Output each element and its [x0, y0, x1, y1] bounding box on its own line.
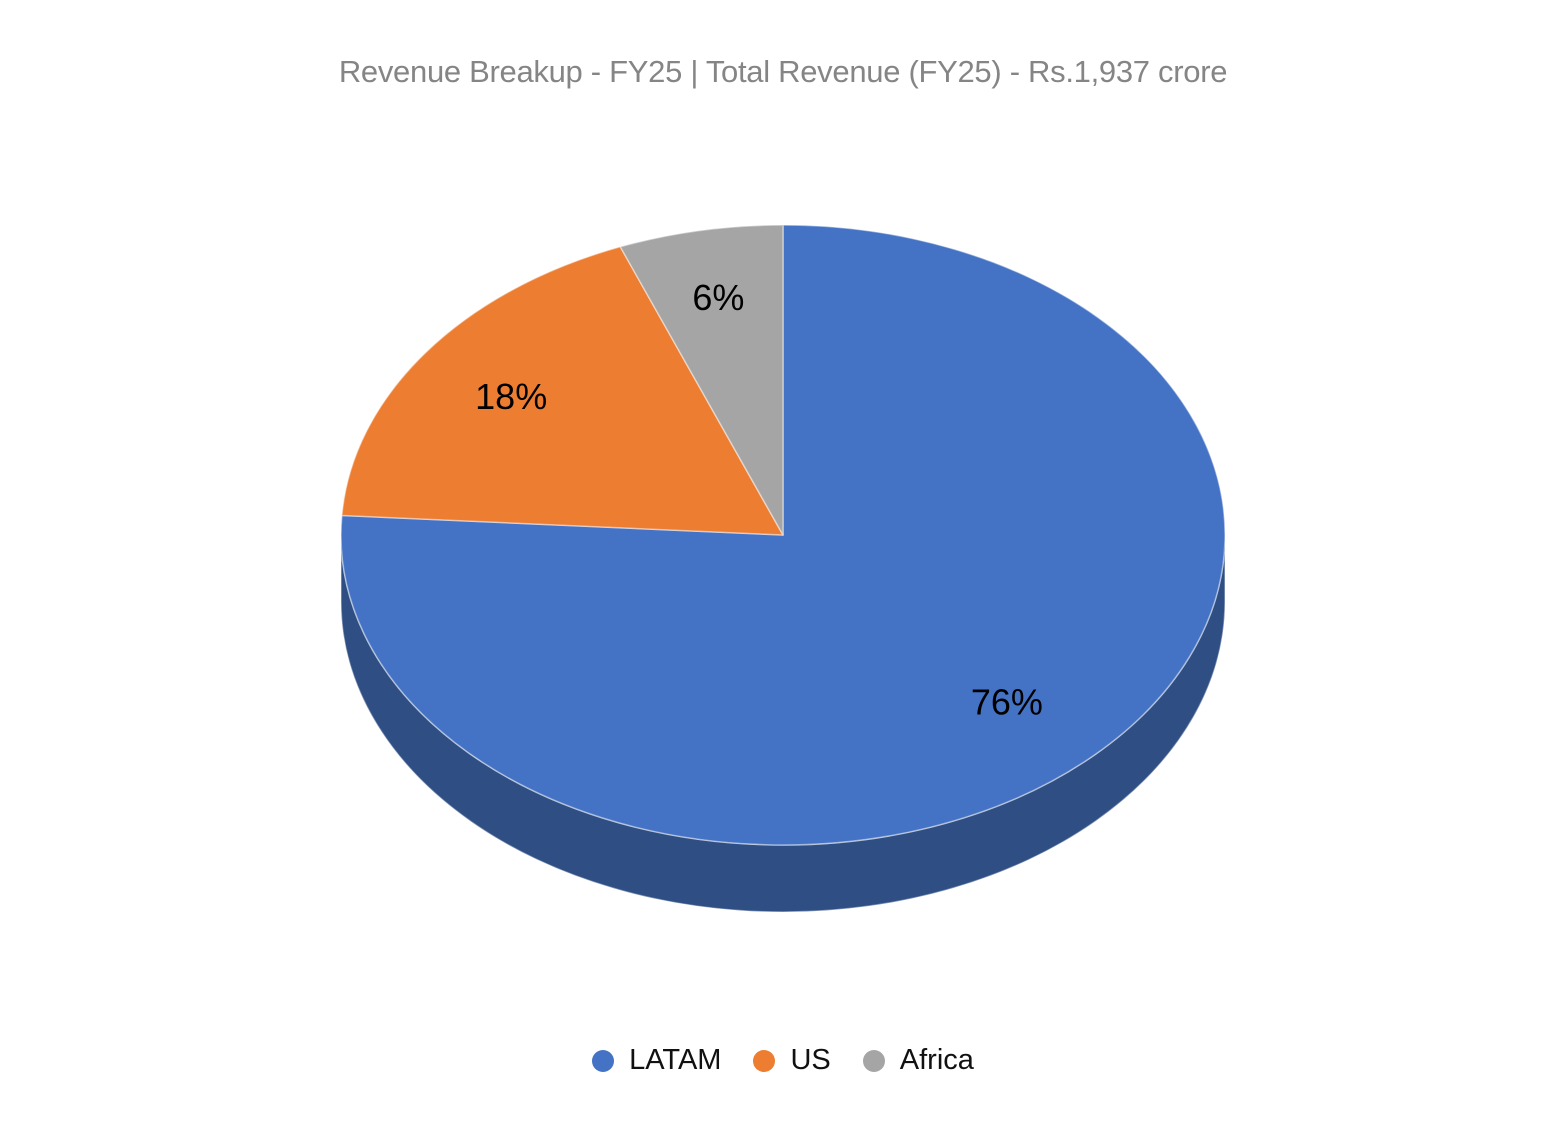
pie-slice-latam[interactable]	[340, 224, 1226, 846]
pie-slice-africa[interactable]	[619, 224, 784, 536]
legend-dot-africa	[862, 1049, 885, 1072]
legend-label-africa: Africa	[899, 1044, 974, 1076]
legend-label-latam: LATAM	[629, 1044, 722, 1076]
legend-dot-latam	[592, 1049, 615, 1072]
chart-title: Revenue Breakup - FY25 | Total Revenue (…	[338, 54, 1228, 89]
chart-legend: LATAM US Africa	[0, 1046, 1566, 1075]
legend-item-latam[interactable]: LATAM	[592, 1046, 721, 1075]
legend-label-us: US	[790, 1044, 831, 1076]
legend-item-africa[interactable]: Africa	[862, 1044, 974, 1076]
legend-item-us[interactable]: US	[753, 1044, 831, 1076]
pie-slice-us[interactable]	[341, 246, 784, 536]
legend-dot-us	[753, 1049, 776, 1072]
